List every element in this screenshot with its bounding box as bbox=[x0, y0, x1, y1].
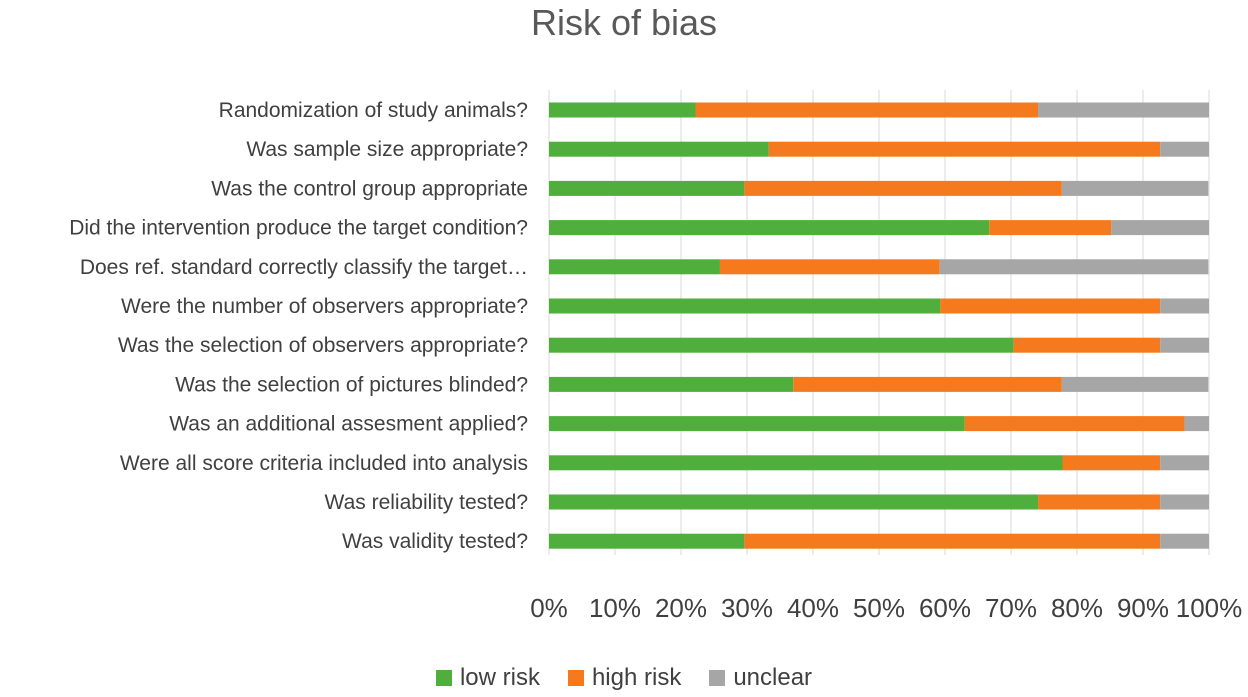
bar-low-risk-1 bbox=[549, 141, 769, 157]
x-tick-label: 70% bbox=[985, 593, 1037, 623]
x-tick-label: 20% bbox=[655, 593, 707, 623]
x-tick-label: 40% bbox=[787, 593, 839, 623]
x-tick-label: 10% bbox=[589, 593, 641, 623]
x-tick-label: 60% bbox=[919, 593, 971, 623]
category-label: Was validity tested? bbox=[342, 530, 528, 553]
category-label: Was sample size appropriate? bbox=[246, 138, 528, 161]
bar-unclear-9 bbox=[1160, 455, 1209, 471]
bar-low-risk-9 bbox=[549, 455, 1063, 471]
legend-item-high-risk: high risk bbox=[567, 664, 682, 692]
bar-low-risk-0 bbox=[549, 102, 696, 118]
category-label: Was reliability tested? bbox=[325, 491, 528, 514]
bar-high-risk-3 bbox=[989, 220, 1112, 236]
bar-high-risk-2 bbox=[744, 180, 1062, 196]
bar-low-risk-2 bbox=[549, 180, 745, 196]
legend-label-low-risk: low risk bbox=[459, 664, 540, 691]
bar-low-risk-6 bbox=[549, 337, 1014, 353]
bar-low-risk-10 bbox=[549, 494, 1039, 510]
bar-unclear-3 bbox=[1111, 220, 1209, 236]
category-label: Randomization of study animals? bbox=[219, 99, 528, 122]
bar-high-risk-11 bbox=[744, 533, 1161, 549]
bar-unclear-0 bbox=[1038, 102, 1209, 118]
legend: low risk high risk unclear bbox=[0, 664, 1248, 692]
bar-high-risk-8 bbox=[964, 416, 1185, 432]
bar-unclear-6 bbox=[1160, 337, 1209, 353]
bar-high-risk-5 bbox=[940, 298, 1161, 314]
category-label: Does ref. standard correctly classify th… bbox=[80, 256, 528, 279]
category-label: Was the selection of observers appropria… bbox=[118, 334, 528, 357]
bar-unclear-8 bbox=[1184, 416, 1209, 432]
legend-swatch-low-risk bbox=[435, 670, 452, 686]
legend-label-unclear: unclear bbox=[733, 664, 813, 691]
bar-high-risk-0 bbox=[695, 102, 1039, 118]
legend-label-high-risk: high risk bbox=[591, 664, 682, 691]
category-label: Did the intervention produce the target … bbox=[69, 217, 528, 240]
bar-high-risk-9 bbox=[1062, 455, 1161, 471]
bar-low-risk-5 bbox=[549, 298, 941, 314]
bar-high-risk-7 bbox=[793, 376, 1062, 392]
bar-high-risk-10 bbox=[1038, 494, 1161, 510]
chart-title: Risk of bias bbox=[530, 2, 718, 43]
bar-high-risk-4 bbox=[719, 259, 940, 275]
category-label: Was the selection of pictures blinded? bbox=[175, 373, 528, 396]
bar-low-risk-4 bbox=[549, 259, 720, 275]
bar-unclear-5 bbox=[1160, 298, 1209, 314]
bar-high-risk-6 bbox=[1013, 337, 1161, 353]
category-label: Were the number of observers appropriate… bbox=[121, 295, 528, 318]
bar-high-risk-1 bbox=[768, 141, 1161, 157]
category-label: Were all score criteria included into an… bbox=[120, 452, 528, 475]
x-tick-label: 0% bbox=[530, 593, 568, 623]
x-tick-label: 100% bbox=[1176, 593, 1243, 623]
bar-unclear-7 bbox=[1061, 376, 1209, 392]
legend-swatch-high-risk bbox=[567, 670, 584, 686]
bar-low-risk-8 bbox=[549, 416, 965, 432]
bar-unclear-10 bbox=[1160, 494, 1209, 510]
bar-unclear-4 bbox=[939, 259, 1209, 275]
x-tick-label: 90% bbox=[1117, 593, 1169, 623]
category-label: Was the control group appropriate bbox=[211, 177, 528, 200]
x-tick-label: 50% bbox=[853, 593, 905, 623]
legend-item-low-risk: low risk bbox=[435, 664, 540, 692]
bar-unclear-2 bbox=[1061, 180, 1209, 196]
x-tick-label: 30% bbox=[721, 593, 773, 623]
bar-low-risk-3 bbox=[549, 220, 990, 236]
legend-item-unclear: unclear bbox=[709, 664, 812, 692]
bar-low-risk-11 bbox=[549, 533, 745, 549]
legend-swatch-unclear bbox=[709, 670, 726, 686]
bar-low-risk-7 bbox=[549, 376, 794, 392]
bar-unclear-11 bbox=[1160, 533, 1209, 549]
category-label: Was an additional assesment applied? bbox=[169, 413, 528, 436]
x-tick-label: 80% bbox=[1051, 593, 1103, 623]
bar-unclear-1 bbox=[1160, 141, 1209, 157]
